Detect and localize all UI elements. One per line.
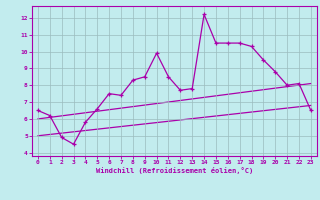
X-axis label: Windchill (Refroidissement éolien,°C): Windchill (Refroidissement éolien,°C) xyxy=(96,167,253,174)
